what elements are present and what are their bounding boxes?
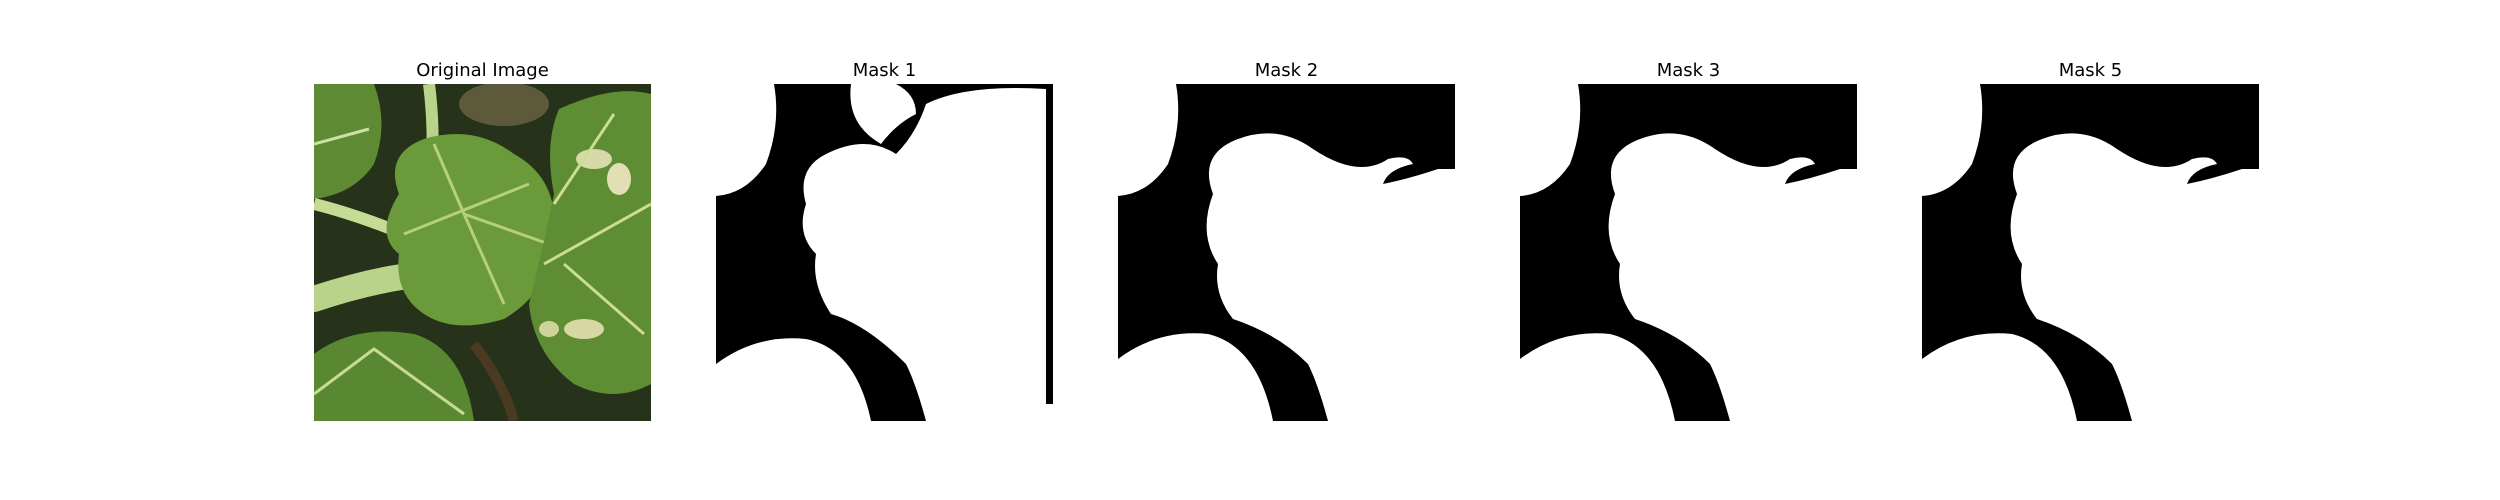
panel-title-mask-2: Mask 2 xyxy=(1254,60,1319,81)
panel-title-mask-5: Mask 5 xyxy=(2058,60,2123,81)
mask-1-image xyxy=(716,84,1053,421)
plant-leaves-photo xyxy=(314,84,651,421)
mask-1-svg xyxy=(716,84,1053,421)
original-image xyxy=(314,84,651,421)
mask-2-svg xyxy=(1118,84,1455,421)
mask-3-svg xyxy=(1520,84,1857,421)
panel-title-original: Original Image xyxy=(416,60,549,81)
mask-3-image xyxy=(1520,84,1857,421)
panel-title-mask-3: Mask 3 xyxy=(1656,60,1721,81)
panel-title-mask-1: Mask 1 xyxy=(852,60,917,81)
mask-5-image xyxy=(1922,84,2259,421)
mask-5-svg xyxy=(1922,84,2259,421)
mask-2-image xyxy=(1118,84,1455,421)
